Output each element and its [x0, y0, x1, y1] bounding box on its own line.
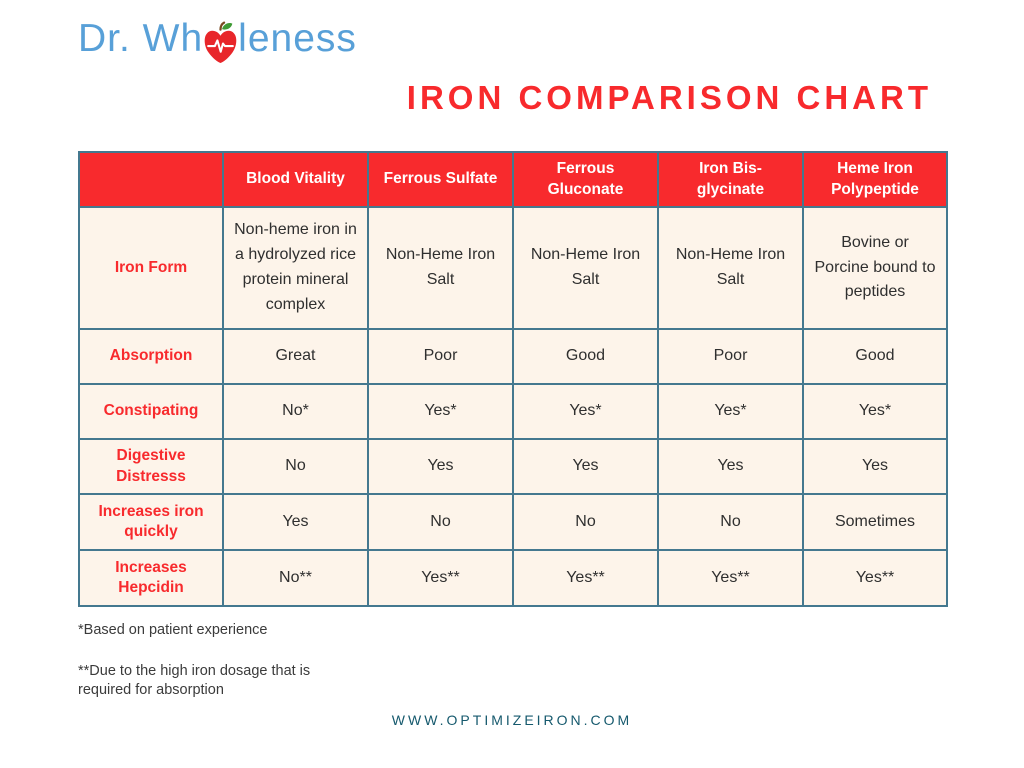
cell-value: No* — [222, 383, 369, 440]
cell-value: Yes** — [367, 549, 514, 607]
cell-value: Poor — [657, 328, 804, 385]
header-corner-cell — [78, 151, 224, 208]
row-increases-iron-quickly: Increases iron quickly Yes No No No Some… — [78, 493, 948, 551]
row-absorption: Absorption Great Poor Good Poor Good — [78, 328, 948, 385]
cell-value: No — [222, 438, 369, 495]
footnote-asterisk: *Based on patient experience — [78, 622, 268, 638]
cell-value: Bovine or Porcine bound to peptides — [802, 206, 948, 330]
row-label: Absorption — [78, 328, 224, 385]
row-label: Iron Form — [78, 206, 224, 330]
cell-value: Yes* — [657, 383, 804, 440]
cell-value: Yes — [367, 438, 514, 495]
cell-value: Yes* — [802, 383, 948, 440]
cell-value: Yes — [802, 438, 948, 495]
cell-value: Good — [802, 328, 948, 385]
logo-text-suffix: leness — [238, 17, 357, 60]
row-label: Increases iron quickly — [78, 493, 224, 551]
row-iron-form: Iron Form Non-heme iron in a hydrolyzed … — [78, 206, 948, 330]
logo-text-prefix: Dr. Wh — [78, 17, 204, 60]
cell-value: Yes — [222, 493, 369, 551]
row-constipating: Constipating No* Yes* Yes* Yes* Yes* — [78, 383, 948, 440]
row-label: Digestive Distresss — [78, 438, 224, 495]
cell-value: Good — [512, 328, 659, 385]
header-heme-iron-polypeptide: Heme Iron Polypeptide — [802, 151, 948, 208]
footer-url[interactable]: WWW.OPTIMIZEIRON.COM — [391, 712, 633, 728]
iron-comparison-table: Blood Vitality Ferrous Sulfate Ferrous G… — [78, 151, 948, 607]
cell-value: Yes** — [512, 549, 659, 607]
footnotes: *Based on patient experience **Due to th… — [78, 621, 353, 701]
header-blood-vitality: Blood Vitality — [222, 151, 369, 208]
row-label: Constipating — [78, 383, 224, 440]
cell-value: Yes — [657, 438, 804, 495]
row-increases-hepcidin: Increases Hepcidin No** Yes** Yes** Yes*… — [78, 549, 948, 607]
cell-value: Non-Heme Iron Salt — [367, 206, 514, 330]
row-digestive-distress: Digestive Distresss No Yes Yes Yes Yes — [78, 438, 948, 495]
cell-value: Poor — [367, 328, 514, 385]
row-label: Increases Hepcidin — [78, 549, 224, 607]
apple-heart-ekg-icon — [204, 21, 237, 63]
cell-value: Great — [222, 328, 369, 385]
cell-value: Non-heme iron in a hydrolyzed rice prote… — [222, 206, 369, 330]
page-title: IRON COMPARISON CHART — [406, 79, 932, 116]
header-iron-bisglycinate: Iron Bis-glycinate — [657, 151, 804, 208]
header-row: Blood Vitality Ferrous Sulfate Ferrous G… — [78, 151, 948, 208]
cell-value: Yes** — [802, 549, 948, 607]
cell-value: No** — [222, 549, 369, 607]
cell-value: Non-Heme Iron Salt — [512, 206, 659, 330]
footnote-double-asterisk: **Due to the high iron dosage that is re… — [78, 662, 311, 699]
header-ferrous-sulfate: Ferrous Sulfate — [367, 151, 514, 208]
cell-value: Yes — [512, 438, 659, 495]
cell-value: No — [512, 493, 659, 551]
cell-value: No — [367, 493, 514, 551]
cell-value: Sometimes — [802, 493, 948, 551]
dr-wholeness-logo: Dr. Wh leness — [78, 17, 357, 63]
cell-value: No — [657, 493, 804, 551]
cell-value: Yes** — [657, 549, 804, 607]
cell-value: Non-Heme Iron Salt — [657, 206, 804, 330]
cell-value: Yes* — [367, 383, 514, 440]
header-ferrous-gluconate: Ferrous Gluconate — [512, 151, 659, 208]
cell-value: Yes* — [512, 383, 659, 440]
